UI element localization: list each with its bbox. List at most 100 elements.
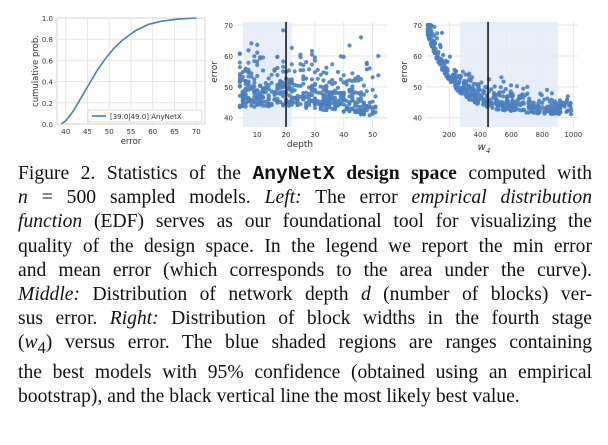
data-point bbox=[460, 69, 465, 74]
data-point bbox=[318, 72, 323, 77]
data-point bbox=[447, 77, 452, 82]
data-point bbox=[350, 71, 355, 76]
data-point bbox=[358, 35, 364, 40]
data-point bbox=[521, 86, 526, 91]
data-point bbox=[558, 109, 563, 114]
data-point bbox=[441, 52, 446, 58]
data-point bbox=[536, 101, 541, 106]
data-point bbox=[493, 93, 499, 98]
data-point bbox=[315, 76, 320, 81]
y-tick-label: 0.0 bbox=[42, 121, 53, 129]
data-point bbox=[495, 102, 500, 107]
data-point bbox=[439, 30, 445, 35]
data-point bbox=[281, 59, 286, 64]
data-point bbox=[278, 81, 283, 86]
data-point bbox=[492, 84, 497, 89]
data-point bbox=[246, 87, 251, 92]
data-point bbox=[445, 59, 450, 64]
data-point bbox=[312, 96, 317, 101]
data-point bbox=[341, 109, 346, 114]
caption-line-6: Middle: Distribution of network depth d … bbox=[18, 284, 592, 306]
y-tick-label: 0.8 bbox=[42, 36, 53, 44]
depth-panel: 40 50 60 70 10 20 30 40 50 depth error bbox=[210, 22, 387, 150]
data-point bbox=[260, 90, 266, 95]
x-tick-label: 600 bbox=[505, 131, 518, 139]
data-point bbox=[330, 62, 335, 67]
data-point bbox=[272, 97, 277, 102]
data-point bbox=[309, 77, 315, 82]
data-point bbox=[361, 112, 366, 117]
data-point bbox=[476, 86, 481, 91]
data-point bbox=[258, 56, 263, 61]
data-point bbox=[341, 54, 346, 60]
data-point bbox=[529, 107, 534, 112]
data-point bbox=[520, 92, 525, 97]
data-point bbox=[458, 76, 463, 81]
data-point bbox=[373, 94, 378, 99]
data-point bbox=[309, 52, 315, 57]
data-point bbox=[440, 65, 445, 70]
data-point bbox=[467, 97, 472, 102]
data-point bbox=[550, 110, 555, 115]
data-point bbox=[497, 93, 502, 98]
data-point bbox=[508, 83, 514, 88]
data-point bbox=[246, 48, 251, 53]
data-point bbox=[545, 96, 550, 101]
x-axis-label: error bbox=[121, 137, 142, 147]
data-point bbox=[295, 100, 300, 105]
data-point bbox=[252, 88, 257, 93]
data-point bbox=[246, 79, 251, 84]
y-tick-label: 50 bbox=[224, 84, 233, 92]
data-point bbox=[318, 84, 323, 89]
data-point bbox=[307, 91, 312, 97]
data-point bbox=[281, 102, 286, 107]
data-point bbox=[463, 72, 468, 77]
data-point bbox=[525, 91, 530, 96]
data-point bbox=[301, 63, 306, 68]
data-point bbox=[545, 108, 550, 113]
data-point bbox=[373, 105, 378, 110]
data-point bbox=[521, 107, 527, 112]
data-point bbox=[353, 109, 358, 114]
data-point bbox=[278, 99, 283, 105]
data-point bbox=[260, 94, 266, 100]
data-point bbox=[275, 65, 280, 71]
data-point bbox=[260, 103, 266, 108]
data-point bbox=[547, 99, 552, 104]
caption-line-2: n = 500 sampled models. Left: The error … bbox=[18, 187, 593, 209]
data-point bbox=[364, 108, 369, 113]
data-point bbox=[489, 87, 494, 92]
figure-caption: Figure 2. Statistics of the AnyNetX desi… bbox=[18, 162, 592, 409]
data-point bbox=[494, 107, 499, 112]
data-point bbox=[434, 56, 439, 61]
data-point bbox=[237, 83, 242, 88]
caption-line-1: Figure 2. Statistics of the AnyNetX desi… bbox=[18, 163, 592, 185]
data-point bbox=[269, 80, 274, 85]
data-point bbox=[376, 73, 381, 78]
data-point bbox=[565, 94, 570, 99]
data-point bbox=[436, 49, 441, 55]
data-point bbox=[425, 30, 430, 35]
data-point bbox=[252, 91, 257, 96]
data-point bbox=[350, 98, 355, 103]
data-point bbox=[335, 69, 341, 75]
data-point bbox=[298, 94, 303, 99]
data-point bbox=[470, 85, 475, 90]
caption-line-8: (w4) versus error. The blue shaded regio… bbox=[18, 332, 592, 358]
x-tick-label: 200 bbox=[443, 131, 456, 139]
data-point bbox=[321, 70, 326, 75]
data-point bbox=[275, 73, 280, 78]
data-point bbox=[430, 44, 435, 50]
y-tick-label: 50 bbox=[413, 84, 422, 92]
data-point bbox=[269, 72, 274, 77]
data-point bbox=[549, 91, 555, 96]
data-point bbox=[281, 94, 286, 99]
data-point bbox=[460, 86, 465, 91]
data-point bbox=[490, 105, 495, 110]
data-point bbox=[324, 107, 329, 113]
data-point bbox=[554, 111, 559, 116]
y-axis-label: cumulative prob. bbox=[31, 35, 41, 107]
data-point bbox=[364, 89, 369, 94]
data-point bbox=[243, 82, 248, 87]
data-point bbox=[427, 36, 432, 41]
